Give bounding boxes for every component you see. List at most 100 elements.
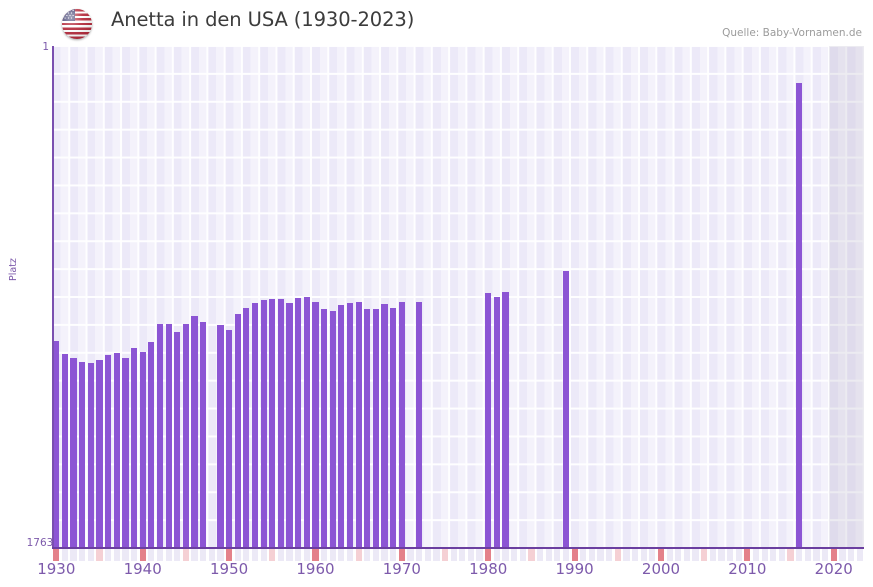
x-tick-1931 <box>61 549 69 561</box>
x-tick-1941 <box>148 549 155 561</box>
bar-1939 <box>130 347 138 548</box>
x-axis-label-1940: 1940 <box>123 560 162 578</box>
x-tick-2014 <box>778 549 786 561</box>
x-tick-2011 <box>752 549 760 561</box>
bar-1964 <box>346 303 354 548</box>
bar-1944 <box>174 332 181 548</box>
x-tick-1938 <box>122 549 129 561</box>
x-tick-1934 <box>87 549 94 561</box>
x-tick-1992 <box>588 549 595 561</box>
bar-1934 <box>87 363 94 548</box>
x-tick-1954 <box>260 549 267 561</box>
x-tick-1937 <box>113 549 120 561</box>
x-tick-1985 <box>528 549 535 561</box>
x-axis-label-1960: 1960 <box>296 560 335 578</box>
bar-1958 <box>295 297 302 548</box>
page-title: Anetta in den USA (1930-2023) <box>111 8 415 31</box>
x-tick-1933 <box>79 549 86 561</box>
x-tick-2019 <box>822 549 829 561</box>
x-tick-1972 <box>416 549 423 561</box>
x-tick-1991 <box>580 549 587 561</box>
bar-1952 <box>243 307 250 548</box>
x-tick-2007 <box>718 549 725 561</box>
x-tick-1988 <box>554 549 561 561</box>
x-tick-1981 <box>493 549 500 561</box>
x-tick-1958 <box>295 549 302 561</box>
y-axis-bottom-label: 17633 <box>26 537 60 549</box>
x-tick-2021 <box>839 549 846 561</box>
forecast-band <box>829 46 864 548</box>
y-axis-line <box>52 46 54 548</box>
bar-1989 <box>562 271 570 548</box>
x-tick-1956 <box>277 549 285 561</box>
x-tick-1990 <box>571 549 578 561</box>
bar-1980 <box>485 292 492 548</box>
x-tick-1984 <box>519 549 526 561</box>
x-tick-1994 <box>606 549 613 561</box>
bar-1981 <box>493 297 500 548</box>
x-axis-label-1970: 1970 <box>382 560 421 578</box>
bar-1963 <box>338 305 345 548</box>
x-axis-label-1950: 1950 <box>209 560 249 578</box>
bar-1954 <box>260 299 267 548</box>
x-tick-1940 <box>139 549 146 561</box>
x-tick-1950 <box>225 549 233 561</box>
x-tick-2008 <box>726 549 734 561</box>
x-tick-1935 <box>96 549 103 561</box>
bar-1959 <box>303 297 310 548</box>
x-tick-2009 <box>735 549 742 561</box>
x-axis-label-1980: 1980 <box>469 560 508 578</box>
plot-area <box>52 46 864 548</box>
x-axis-label-2010: 2010 <box>728 560 767 578</box>
bar-1932 <box>70 358 77 548</box>
x-tick-1996 <box>623 549 630 561</box>
x-tick-1962 <box>329 549 336 561</box>
x-tick-1998 <box>640 549 647 561</box>
x-tick-1987 <box>545 549 552 561</box>
x-tick-1957 <box>286 549 293 561</box>
bar-1935 <box>96 360 103 548</box>
x-tick-1961 <box>320 549 328 561</box>
x-tick-1976 <box>450 549 457 561</box>
x-axis-label-1990: 1990 <box>555 560 594 578</box>
x-tick-1951 <box>234 549 241 561</box>
bar-1972 <box>416 301 423 548</box>
x-tick-1969 <box>390 549 397 561</box>
bar-1960 <box>312 301 319 548</box>
x-tick-1986 <box>536 549 544 561</box>
y-axis-title: Platz <box>8 258 19 281</box>
x-tick-2002 <box>675 549 682 561</box>
x-tick-2000 <box>657 549 665 561</box>
us-flag-icon <box>62 9 92 39</box>
x-tick-2023 <box>856 549 863 561</box>
x-tick-1942 <box>156 549 164 561</box>
y-axis-top-label: 1 <box>42 41 49 53</box>
bar-1947 <box>200 322 207 548</box>
x-tick-1973 <box>424 549 431 561</box>
x-tick-1944 <box>174 549 181 561</box>
x-tick-2001 <box>666 549 673 561</box>
bar-1956 <box>277 298 285 548</box>
x-tick-1993 <box>597 549 604 561</box>
x-tick-1989 <box>562 549 570 561</box>
bar-1955 <box>269 299 276 548</box>
chart-header: Anetta in den USA (1930-2023) Quelle: Ba… <box>0 0 873 46</box>
x-tick-1964 <box>346 549 354 561</box>
bar-1930 <box>53 341 60 548</box>
x-axis-label-1930: 1930 <box>37 560 76 578</box>
bar-1936 <box>105 355 112 548</box>
x-tick-1979 <box>476 549 483 561</box>
x-tick-2018 <box>813 549 820 561</box>
bar-1951 <box>234 314 241 548</box>
flag-gloss <box>62 9 92 39</box>
x-tick-1952 <box>243 549 250 561</box>
bar-1965 <box>355 302 362 548</box>
bar-1931 <box>61 354 69 548</box>
x-tick-1977 <box>459 549 466 561</box>
x-tick-1980 <box>485 549 492 561</box>
x-tick-1960 <box>312 549 319 561</box>
x-tick-2020 <box>830 549 837 561</box>
x-axis-label-2020: 2020 <box>814 560 853 578</box>
x-tick-1968 <box>381 549 388 561</box>
